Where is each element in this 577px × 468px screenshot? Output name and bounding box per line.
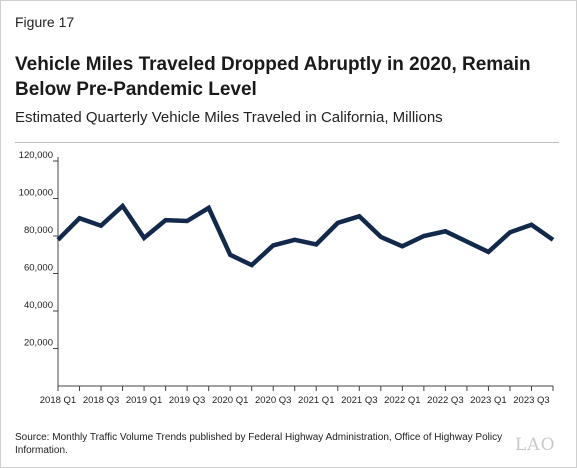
- y-tick-label: 60,000: [24, 263, 53, 274]
- x-tick-label: 2019 Q3: [169, 395, 205, 406]
- y-tick-label: 100,000: [19, 188, 53, 199]
- series-line: [56, 202, 555, 268]
- y-tick-label: 120,000: [19, 150, 53, 161]
- figure-label: Figure 17: [15, 14, 75, 30]
- x-tick-label: 2020 Q3: [255, 395, 291, 406]
- x-tick-label: 2020 Q1: [212, 395, 248, 406]
- x-tick-label: 2021 Q1: [298, 395, 334, 406]
- y-tick-label: 40,000: [24, 300, 53, 311]
- x-tick-label: 2018 Q1: [40, 395, 76, 406]
- y-tick-label: 20,000: [24, 338, 53, 349]
- x-tick-label: 2019 Q1: [126, 395, 162, 406]
- chart-title: Vehicle Miles Traveled Dropped Abruptly …: [15, 54, 531, 100]
- x-tick-label: 2023 Q1: [470, 395, 506, 406]
- chart-subtitle: Estimated Quarterly Vehicle Miles Travel…: [15, 109, 443, 126]
- x-tick-label: 2021 Q3: [341, 395, 377, 406]
- x-tick-label: 2018 Q3: [83, 395, 119, 406]
- line-chart: 20,000 40,000 60,000 80,000 100,000 120,000 20…: [19, 150, 555, 406]
- x-tick-label: 2022 Q3: [427, 395, 463, 406]
- x-tick-label: 2023 Q3: [513, 395, 549, 406]
- title-divider: [15, 142, 559, 143]
- x-tick-label: 2022 Q1: [384, 395, 420, 406]
- source-note: Source: Monthly Traffic Volume Trends pu…: [15, 432, 503, 456]
- lao-logo: LAO: [515, 435, 556, 455]
- y-tick-label: 80,000: [24, 225, 53, 236]
